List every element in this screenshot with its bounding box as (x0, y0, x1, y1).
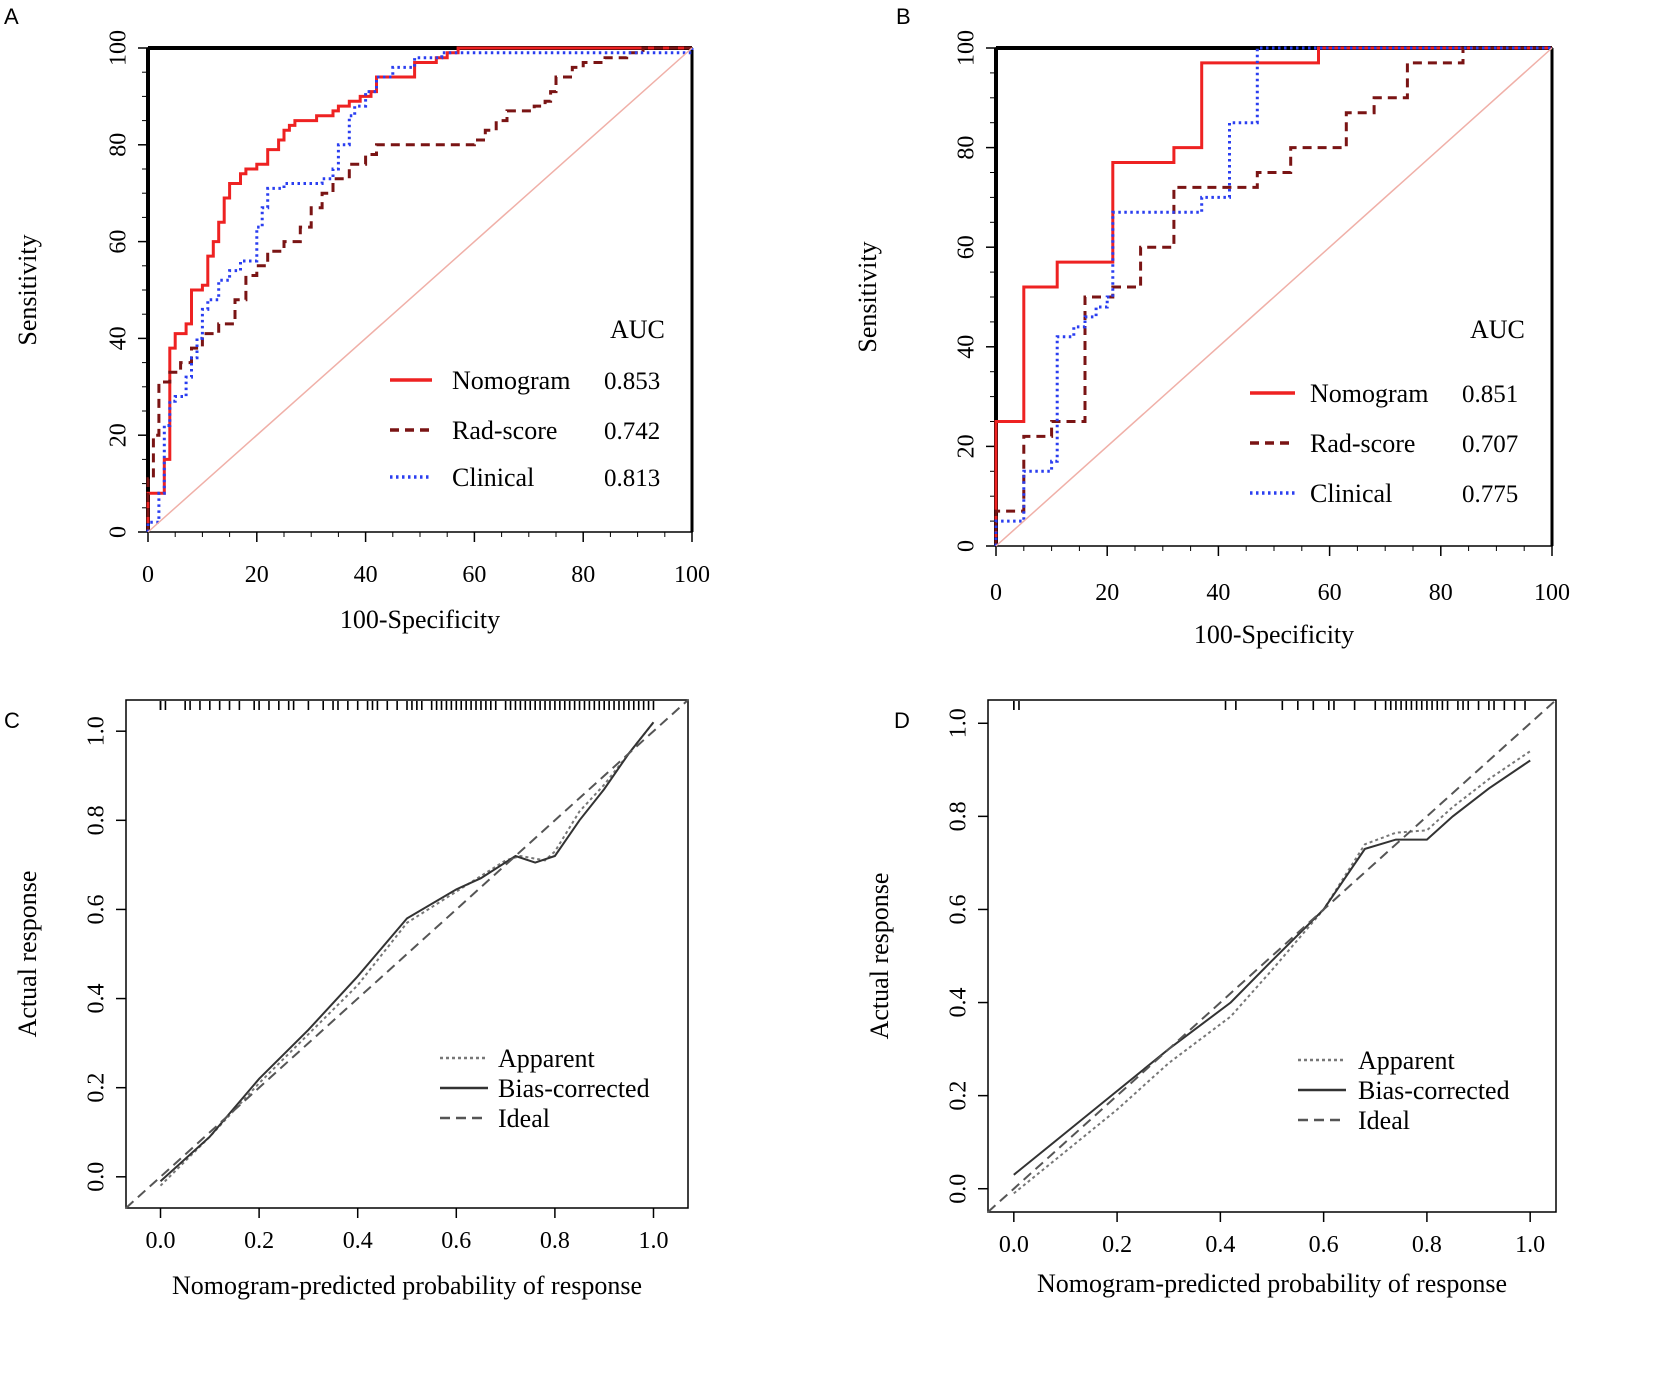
calibration-panel-d: 0.0 0.2 0.4 0.6 0.8 1.0 0.0 0.2 0.4 0.6 0.8 1.0 Nomo… (865, 699, 1557, 1298)
legend-entry-auc: 0.707 (1462, 431, 1518, 458)
x-tick-label: 0 (142, 562, 154, 588)
y-tick-label: 1.0 (946, 708, 972, 738)
series-line-clinical (994, 46, 1552, 546)
y-tick-label: 0 (106, 526, 132, 538)
y-tick-label: 0.6 (946, 894, 972, 924)
series-line-ideal (987, 699, 1557, 1213)
legend-auc-title: AUC (610, 315, 665, 344)
y-tick-label: 20 (954, 434, 980, 458)
y-tick-label: 20 (106, 423, 132, 447)
y-tick-label: 0.4 (946, 988, 972, 1018)
x-tick-label: 0.4 (1205, 1232, 1235, 1258)
legend-entry-auc: 0.851 (1462, 381, 1518, 408)
x-tick-label: 80 (1429, 580, 1453, 606)
x-tick-label: 20 (1095, 580, 1119, 606)
y-tick-label: 80 (106, 133, 132, 157)
legend-entry-name: Nomogram (452, 366, 570, 395)
x-tick-label: 100 (674, 562, 710, 588)
y-tick-label: 0.0 (84, 1162, 110, 1192)
legend-entry-auc: 0.775 (1462, 481, 1518, 508)
x-axis-label: Nomogram-predicted probability of respon… (172, 1271, 642, 1300)
legend-entry-auc: 0.742 (604, 418, 660, 445)
y-tick-label: 40 (954, 335, 980, 359)
plot-frame (125, 699, 689, 1209)
legend-entry-name: Nomogram (1310, 379, 1428, 408)
y-axis-label: Actual response (13, 871, 42, 1038)
series-line-apparent (159, 721, 655, 1187)
x-tick-label: 0.2 (244, 1228, 274, 1254)
roc-panel-b: 0 20 40 60 80 100 0 20 40 60 80 100 100-Specificity S… (853, 30, 1570, 649)
y-tick-label: 0.8 (84, 805, 110, 835)
y-tick-label: 80 (954, 136, 980, 160)
y-axis-label: Sensitivity (853, 241, 882, 352)
y-tick-label: 100 (954, 30, 980, 66)
legend-entry-name: Bias-corrected (1358, 1076, 1510, 1105)
y-tick-label: 40 (106, 326, 132, 350)
panel-label-d: D (894, 708, 910, 733)
series-line-rad-score (146, 46, 692, 532)
series-line-clinical (146, 48, 694, 532)
legend-entry-name: Rad-score (452, 416, 557, 445)
legend-entry-name: Clinical (452, 463, 534, 492)
x-tick-label: 40 (1206, 580, 1230, 606)
y-tick-label: 0.0 (946, 1174, 972, 1204)
legend-auc-title: AUC (1470, 315, 1525, 344)
x-axis-label: 100-Specificity (340, 605, 500, 634)
y-tick-label: 60 (954, 235, 980, 259)
y-axis-label: Actual response (865, 873, 894, 1040)
y-tick-label: 0.8 (946, 801, 972, 831)
legend-entry-name: Rad-score (1310, 429, 1415, 458)
series-line-reference (147, 47, 693, 533)
series-line-rad-score (994, 46, 1552, 546)
y-tick-label: 60 (106, 230, 132, 254)
series-line-reference (995, 47, 1553, 547)
x-axis-label: Nomogram-predicted probability of respon… (1037, 1269, 1507, 1298)
plot-frame (987, 699, 1557, 1213)
panel-label-c: C (4, 708, 20, 733)
x-tick-label: 0.8 (1412, 1232, 1442, 1258)
x-tick-label: 100 (1534, 580, 1570, 606)
x-tick-label: 60 (462, 562, 486, 588)
x-tick-label: 80 (571, 562, 595, 588)
calibration-panel-c: 0.0 0.2 0.4 0.6 0.8 1.0 0.0 0.2 0.4 0.6 0.8 1.0 Nomo… (13, 699, 689, 1300)
x-tick-label: 40 (354, 562, 378, 588)
x-tick-label: 0.2 (1102, 1232, 1132, 1258)
legend-entry-name: Ideal (1358, 1106, 1410, 1135)
x-tick-label: 20 (245, 562, 269, 588)
x-tick-label: 0.4 (343, 1228, 373, 1254)
x-tick-label: 0.8 (540, 1228, 570, 1254)
x-tick-label: 1.0 (1515, 1232, 1545, 1258)
y-tick-label: 0.4 (84, 984, 110, 1014)
y-tick-label: 1.0 (84, 716, 110, 746)
y-tick-label: 0.6 (84, 894, 110, 924)
x-tick-label: 0 (990, 580, 1002, 606)
series-line-bias-corrected (159, 721, 655, 1183)
panel-label-b: B (896, 4, 911, 29)
legend-entry-auc: 0.853 (604, 368, 660, 395)
x-tick-label: 0.6 (441, 1228, 471, 1254)
x-tick-label: 0.0 (999, 1232, 1029, 1258)
series-line-bias-corrected (1013, 759, 1531, 1176)
legend-entry-name: Bias-corrected (498, 1074, 650, 1103)
x-axis-label: 100-Specificity (1194, 620, 1354, 649)
series-line-ideal (125, 699, 689, 1209)
y-axis-label: Sensitivity (13, 234, 42, 345)
roc-panel-a: 0 20 40 60 80 100 0 20 40 60 80 100 100-Specificity S… (13, 30, 710, 634)
legend-entry-auc: 0.813 (604, 465, 660, 492)
y-tick-label: 100 (106, 30, 132, 66)
y-tick-label: 0 (954, 540, 980, 552)
x-tick-label: 60 (1318, 580, 1342, 606)
y-tick-label: 0.2 (946, 1081, 972, 1111)
legend-entry-name: Clinical (1310, 479, 1392, 508)
series-line-nomogram (994, 46, 1552, 546)
legend-entry-name: Ideal (498, 1104, 550, 1133)
x-tick-label: 1.0 (638, 1228, 668, 1254)
panel-label-a: A (4, 4, 19, 29)
legend-entry-name: Apparent (498, 1044, 596, 1073)
legend-entry-name: Apparent (1358, 1046, 1456, 1075)
y-tick-label: 0.2 (84, 1073, 110, 1103)
x-tick-label: 0.6 (1309, 1232, 1339, 1258)
x-tick-label: 0.0 (146, 1228, 176, 1254)
